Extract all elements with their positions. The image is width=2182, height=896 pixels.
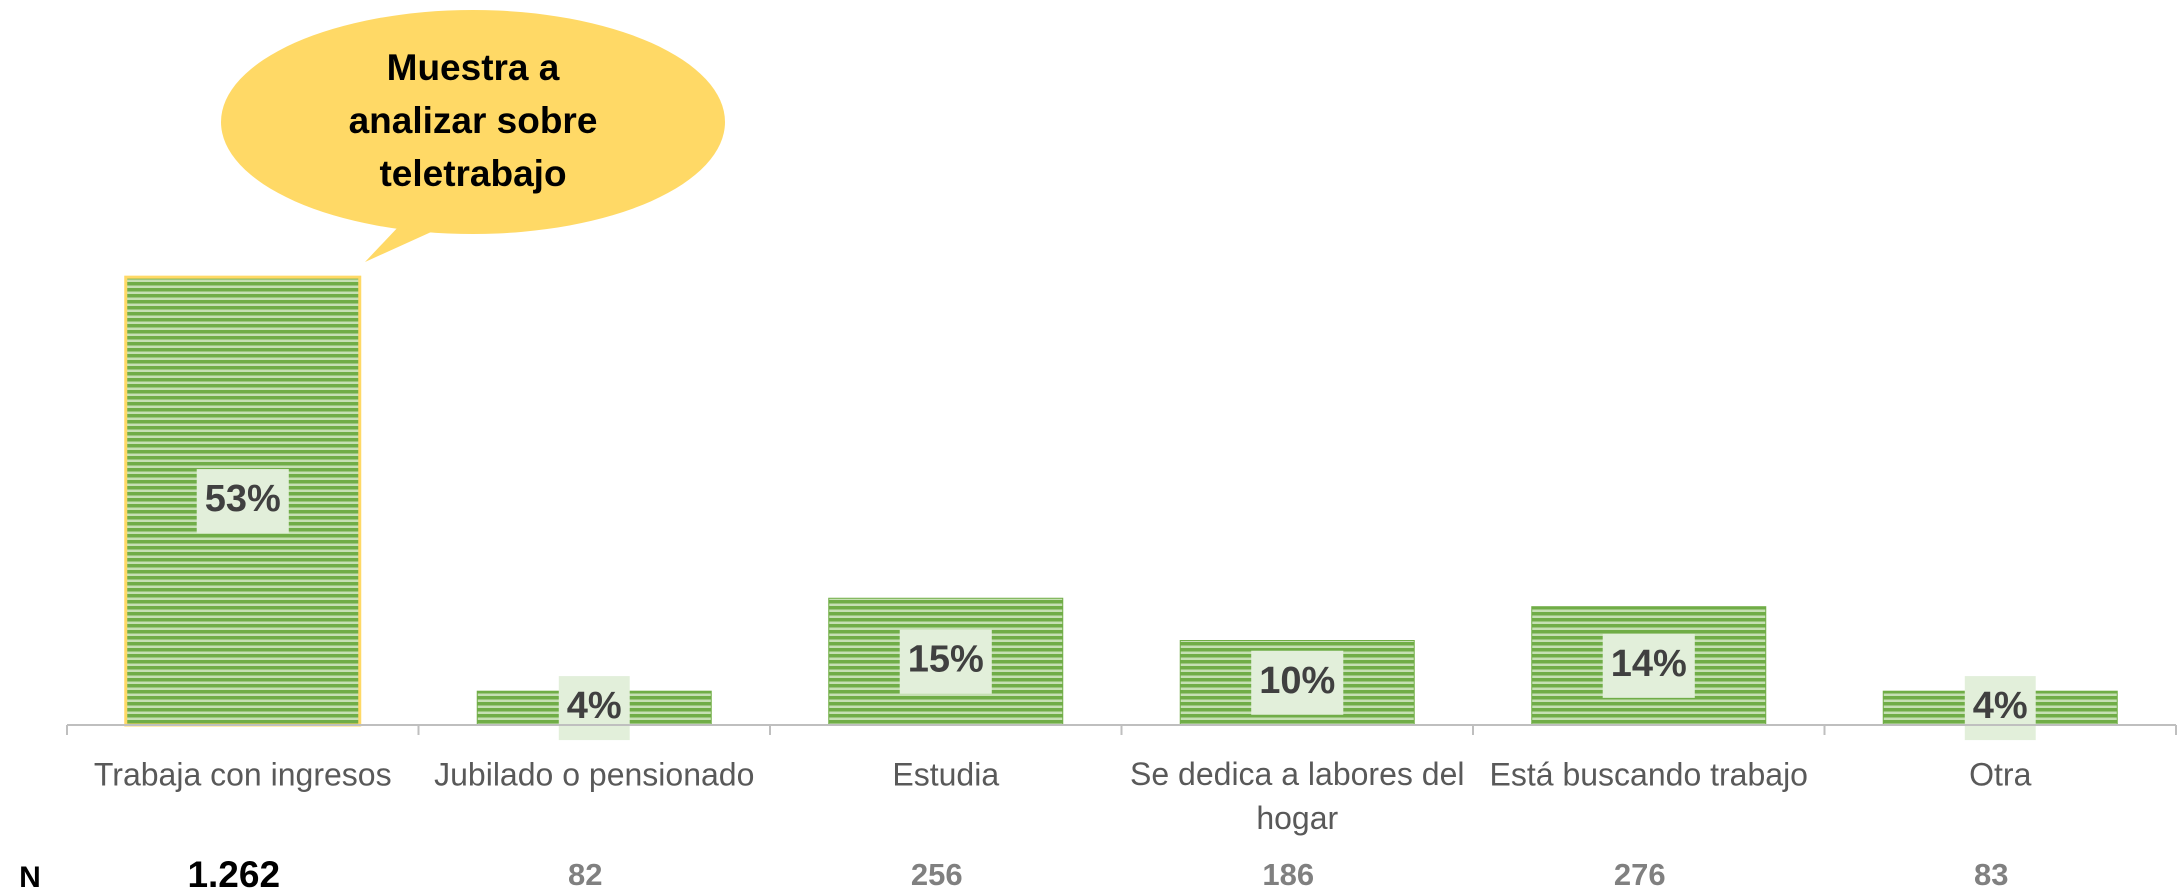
x-tick-label-line: Se dedica a labores del <box>1130 756 1464 792</box>
callout-tail <box>365 225 440 262</box>
data-label-bg <box>1964 676 2036 741</box>
callout-bubble <box>221 10 725 234</box>
n-value: 256 <box>911 857 963 892</box>
x-tick-label: Está buscando trabajo <box>1490 756 1808 792</box>
data-label: 10% <box>1259 660 1335 702</box>
x-tick-label: Se dedica a labores del hogar <box>1130 756 1464 836</box>
data-label: 53% <box>205 478 281 520</box>
callout-text: teletrabajo <box>379 153 566 194</box>
data-label-bg <box>196 469 289 534</box>
callout-text: analizar sobre <box>349 100 598 141</box>
x-tick-label: Estudia <box>892 756 999 792</box>
x-tick-label-line: hogar <box>1256 800 1338 836</box>
x-tick-label: Otra <box>1969 756 2031 792</box>
n-value: 276 <box>1614 857 1666 892</box>
x-tick-label: Trabaja con ingresos <box>94 756 392 792</box>
n-value: 1.262 <box>187 854 280 895</box>
callout <box>221 10 725 262</box>
x-tick-label: Jubilado o pensionado <box>434 756 754 792</box>
data-label-bg <box>899 629 992 694</box>
data-label-bg <box>1251 650 1344 715</box>
data-label: 4% <box>567 685 622 727</box>
callout-text: Muestra a <box>387 47 560 88</box>
n-label: N <box>19 861 41 894</box>
data-label: 15% <box>908 639 984 681</box>
n-value: 83 <box>1974 857 2008 892</box>
n-value: 186 <box>1262 857 1314 892</box>
data-label: 14% <box>1611 643 1687 685</box>
data-label-bg <box>1602 633 1695 698</box>
data-label-bg <box>558 676 630 741</box>
data-label: 4% <box>1973 685 2028 727</box>
n-value: 82 <box>568 857 602 892</box>
